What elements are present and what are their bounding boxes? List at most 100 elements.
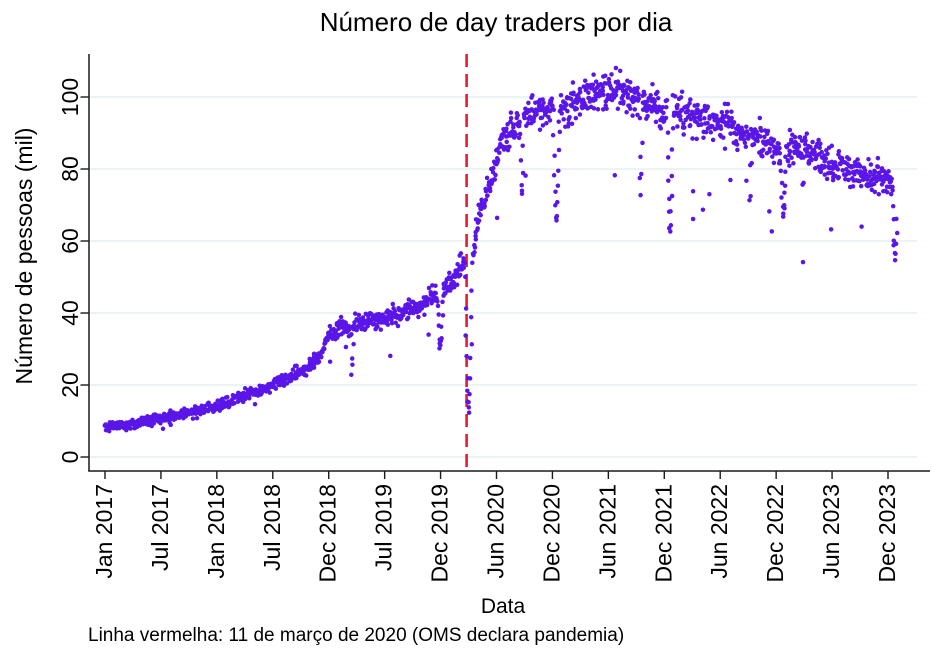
data-point bbox=[573, 115, 579, 121]
data-point bbox=[494, 215, 500, 221]
data-point bbox=[749, 160, 754, 166]
data-point bbox=[889, 176, 894, 182]
data-point bbox=[375, 324, 380, 329]
data-point bbox=[661, 110, 666, 116]
data-point bbox=[565, 108, 570, 114]
data-point bbox=[508, 115, 514, 121]
data-point bbox=[729, 109, 734, 114]
data-point bbox=[816, 164, 821, 170]
data-point bbox=[530, 93, 535, 98]
data-point bbox=[796, 144, 802, 149]
data-point bbox=[552, 153, 557, 158]
data-point bbox=[654, 109, 660, 115]
data-point bbox=[466, 410, 472, 415]
data-point bbox=[722, 146, 728, 151]
data-point bbox=[487, 185, 493, 191]
x-tick-label: Dec 2023 bbox=[874, 484, 900, 582]
data-point bbox=[393, 320, 398, 325]
data-point bbox=[890, 203, 896, 209]
data-point bbox=[467, 355, 473, 361]
data-point bbox=[890, 184, 895, 190]
data-point bbox=[802, 141, 808, 147]
data-point bbox=[872, 189, 878, 195]
data-point bbox=[467, 376, 473, 381]
data-point bbox=[812, 149, 817, 155]
data-point bbox=[151, 421, 157, 426]
data-point bbox=[767, 146, 773, 152]
data-point bbox=[473, 237, 479, 242]
data-point bbox=[760, 154, 765, 159]
data-point bbox=[577, 89, 583, 95]
data-point bbox=[751, 142, 757, 147]
data-point bbox=[894, 230, 900, 236]
data-point bbox=[635, 112, 640, 118]
data-point bbox=[675, 102, 680, 108]
data-point bbox=[857, 178, 862, 184]
data-point bbox=[872, 169, 878, 175]
data-point bbox=[556, 147, 562, 153]
data-point bbox=[593, 79, 599, 84]
data-point bbox=[550, 103, 555, 109]
data-point bbox=[690, 189, 696, 194]
data-point bbox=[694, 136, 699, 142]
data-point bbox=[433, 290, 438, 296]
data-point bbox=[637, 175, 643, 181]
data-point bbox=[640, 140, 645, 146]
data-point bbox=[622, 83, 627, 89]
data-point bbox=[547, 108, 553, 114]
data-point bbox=[707, 191, 712, 197]
data-point bbox=[553, 189, 558, 194]
data-point bbox=[587, 99, 593, 104]
data-point bbox=[714, 125, 720, 131]
data-point bbox=[846, 177, 851, 183]
data-point bbox=[645, 113, 650, 119]
data-point bbox=[776, 141, 781, 147]
data-point bbox=[508, 119, 513, 124]
data-point bbox=[458, 272, 463, 278]
y-tick-label: 80 bbox=[57, 156, 83, 182]
data-point bbox=[463, 333, 468, 338]
data-point bbox=[349, 356, 355, 361]
data-point bbox=[785, 157, 790, 163]
data-point bbox=[439, 336, 444, 341]
data-point bbox=[888, 191, 894, 197]
data-point bbox=[755, 138, 760, 144]
data-point bbox=[606, 76, 612, 82]
data-point bbox=[267, 390, 273, 395]
data-point bbox=[787, 163, 792, 168]
data-point bbox=[894, 216, 899, 222]
data-point bbox=[878, 174, 884, 179]
data-point bbox=[801, 180, 806, 186]
data-point bbox=[867, 173, 872, 179]
data-point bbox=[782, 190, 787, 195]
data-point bbox=[874, 178, 879, 184]
data-point bbox=[491, 165, 496, 171]
data-point bbox=[780, 214, 786, 219]
data-point bbox=[702, 116, 707, 121]
y-tick-label: 100 bbox=[57, 78, 83, 116]
data-point bbox=[829, 143, 835, 149]
data-point bbox=[728, 177, 733, 183]
x-tick-label: Jul 2019 bbox=[371, 484, 397, 571]
data-point bbox=[719, 109, 725, 115]
data-point bbox=[818, 169, 824, 175]
data-point bbox=[615, 106, 621, 112]
y-tick-label: 0 bbox=[57, 451, 83, 464]
data-point bbox=[650, 81, 655, 87]
data-point bbox=[679, 89, 685, 94]
data-point bbox=[637, 115, 643, 121]
data-point bbox=[492, 177, 498, 182]
data-point bbox=[303, 373, 309, 378]
data-point bbox=[595, 107, 601, 112]
data-point bbox=[800, 259, 806, 265]
data-point bbox=[885, 189, 890, 195]
gridlines bbox=[90, 96, 917, 458]
data-point bbox=[893, 241, 899, 247]
data-point bbox=[859, 224, 864, 229]
data-point bbox=[703, 129, 709, 135]
data-point bbox=[762, 134, 767, 140]
data-point bbox=[891, 238, 897, 243]
data-point bbox=[701, 135, 706, 140]
data-point bbox=[847, 171, 852, 176]
